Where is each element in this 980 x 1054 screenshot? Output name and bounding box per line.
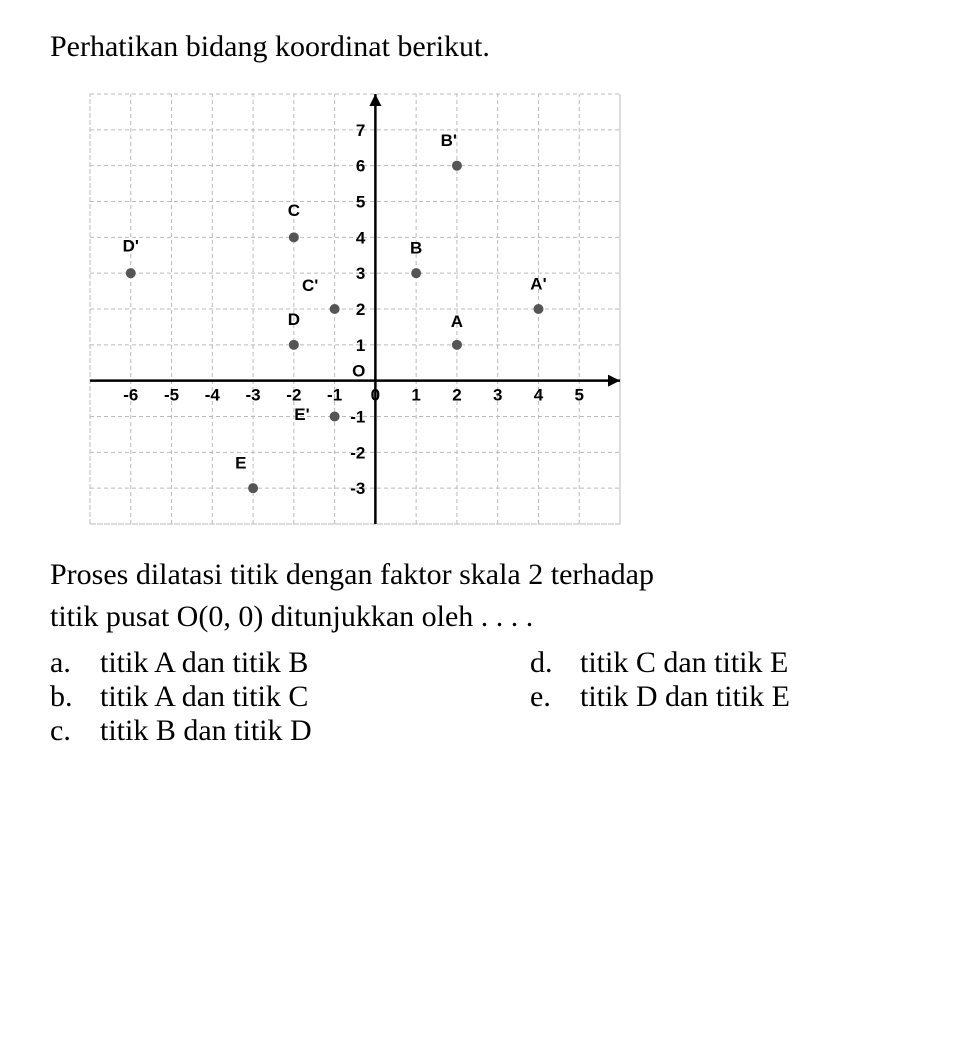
svg-text:A': A' — [530, 274, 546, 293]
svg-text:E': E' — [294, 405, 309, 424]
option-text: titik A dan titik B — [100, 646, 308, 680]
svg-text:5: 5 — [356, 193, 365, 212]
svg-text:3: 3 — [493, 386, 502, 405]
svg-text:4: 4 — [534, 386, 544, 405]
options-list: a. titik A dan titik B d. titik C dan ti… — [50, 646, 930, 748]
option-letter: e. — [530, 680, 580, 714]
option-c: c. titik B dan titik D — [50, 714, 530, 748]
conclusion-line1: Proses dilatasi titik dengan faktor skal… — [50, 558, 654, 591]
svg-text:0: 0 — [371, 386, 380, 405]
question-text: Perhatikan bidang koordinat berikut. — [50, 30, 930, 64]
svg-text:D': D' — [123, 237, 139, 256]
option-letter: a. — [50, 646, 100, 680]
svg-text:1: 1 — [356, 336, 365, 355]
option-text: titik C dan titik E — [580, 646, 788, 680]
svg-text:-5: -5 — [164, 386, 179, 405]
svg-text:E: E — [235, 453, 246, 472]
option-a: a. titik A dan titik B — [50, 646, 530, 680]
svg-text:D: D — [288, 310, 300, 329]
svg-text:5: 5 — [574, 386, 583, 405]
svg-text:-2: -2 — [286, 386, 301, 405]
conclusion-text: Proses dilatasi titik dengan faktor skal… — [50, 554, 930, 638]
option-e: e. titik D dan titik E — [530, 680, 790, 714]
option-b: b. titik A dan titik C — [50, 680, 530, 714]
svg-text:A: A — [451, 312, 463, 331]
svg-text:2: 2 — [452, 386, 461, 405]
svg-text:-3: -3 — [350, 479, 365, 498]
option-letter: c. — [50, 714, 100, 748]
option-d: d. titik C dan titik E — [530, 646, 788, 680]
svg-text:-3: -3 — [246, 386, 261, 405]
option-text: titik A dan titik C — [100, 680, 308, 714]
svg-text:7: 7 — [356, 121, 365, 140]
svg-text:6: 6 — [356, 157, 365, 176]
svg-text:B: B — [410, 238, 422, 257]
svg-text:O: O — [352, 362, 365, 381]
svg-text:3: 3 — [356, 264, 365, 283]
option-text: titik D dan titik E — [580, 680, 790, 714]
svg-text:C: C — [288, 201, 300, 220]
option-letter: b. — [50, 680, 100, 714]
svg-text:1: 1 — [411, 386, 420, 405]
svg-text:2: 2 — [356, 300, 365, 319]
option-text: titik B dan titik D — [100, 714, 312, 748]
conclusion-line2: titik pusat O(0, 0) ditunjukkan oleh . .… — [50, 600, 533, 633]
coordinate-chart: -6 -5 -4 -3 -2 -1 0 1 2 3 4 5 1 2 3 4 5 6 7 -1 -2 -3 O A A' B B' C C… — [80, 84, 630, 534]
svg-text:-6: -6 — [123, 386, 138, 405]
svg-text:-1: -1 — [350, 408, 365, 427]
option-letter: d. — [530, 646, 580, 680]
svg-text:4: 4 — [356, 228, 366, 247]
svg-text:-2: -2 — [350, 443, 365, 462]
svg-text:B': B' — [441, 131, 457, 150]
svg-text:-1: -1 — [327, 386, 342, 405]
svg-text:-4: -4 — [205, 386, 221, 405]
svg-text:C': C' — [302, 276, 318, 295]
